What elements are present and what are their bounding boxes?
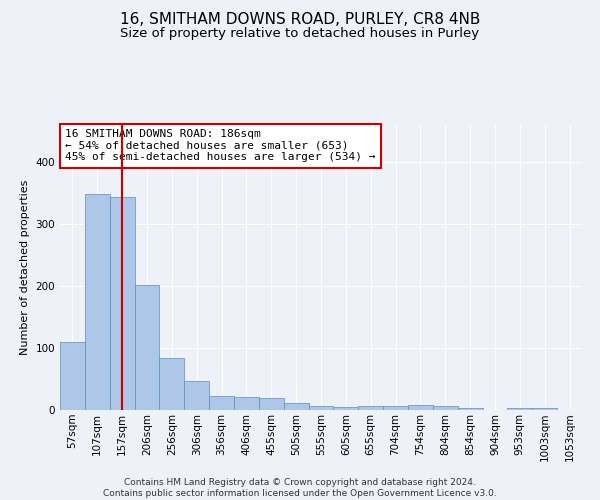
Text: Contains HM Land Registry data © Crown copyright and database right 2024.
Contai: Contains HM Land Registry data © Crown c… <box>103 478 497 498</box>
Bar <box>134 285 160 410</box>
Bar <box>308 406 334 410</box>
Bar <box>433 406 458 410</box>
Bar <box>234 397 259 410</box>
Bar <box>508 408 532 410</box>
Bar <box>110 198 134 410</box>
Y-axis label: Number of detached properties: Number of detached properties <box>20 180 30 355</box>
Bar <box>532 408 557 410</box>
Text: 16, SMITHAM DOWNS ROAD, PURLEY, CR8 4NB: 16, SMITHAM DOWNS ROAD, PURLEY, CR8 4NB <box>120 12 480 28</box>
Bar <box>358 406 383 410</box>
Bar <box>334 407 358 410</box>
Bar <box>85 194 110 410</box>
Bar <box>60 342 85 410</box>
Bar <box>184 381 209 410</box>
Bar <box>160 358 184 410</box>
Bar <box>284 403 308 410</box>
Bar <box>259 398 284 410</box>
Bar <box>458 408 482 410</box>
Bar <box>209 396 234 410</box>
Text: 16 SMITHAM DOWNS ROAD: 186sqm
← 54% of detached houses are smaller (653)
45% of : 16 SMITHAM DOWNS ROAD: 186sqm ← 54% of d… <box>65 130 376 162</box>
Bar <box>383 406 408 410</box>
Text: Size of property relative to detached houses in Purley: Size of property relative to detached ho… <box>121 28 479 40</box>
Bar <box>408 405 433 410</box>
